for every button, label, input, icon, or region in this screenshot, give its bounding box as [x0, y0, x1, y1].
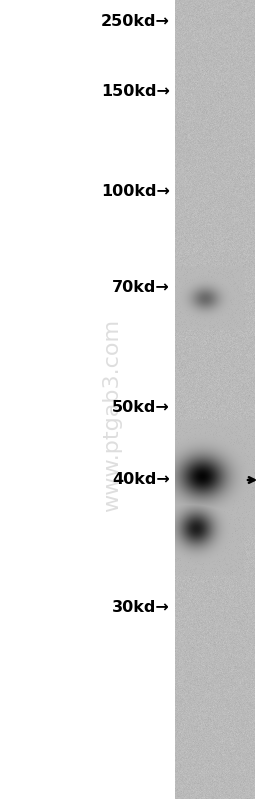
Text: 70kd→: 70kd→ — [112, 280, 170, 296]
Text: 30kd→: 30kd→ — [112, 599, 170, 614]
Text: 40kd→: 40kd→ — [112, 472, 170, 487]
Text: 100kd→: 100kd→ — [101, 185, 170, 200]
Text: 50kd→: 50kd→ — [112, 400, 170, 415]
Text: www.ptgab3.com: www.ptgab3.com — [102, 319, 122, 512]
Text: 250kd→: 250kd→ — [101, 14, 170, 30]
Text: 150kd→: 150kd→ — [101, 85, 170, 100]
